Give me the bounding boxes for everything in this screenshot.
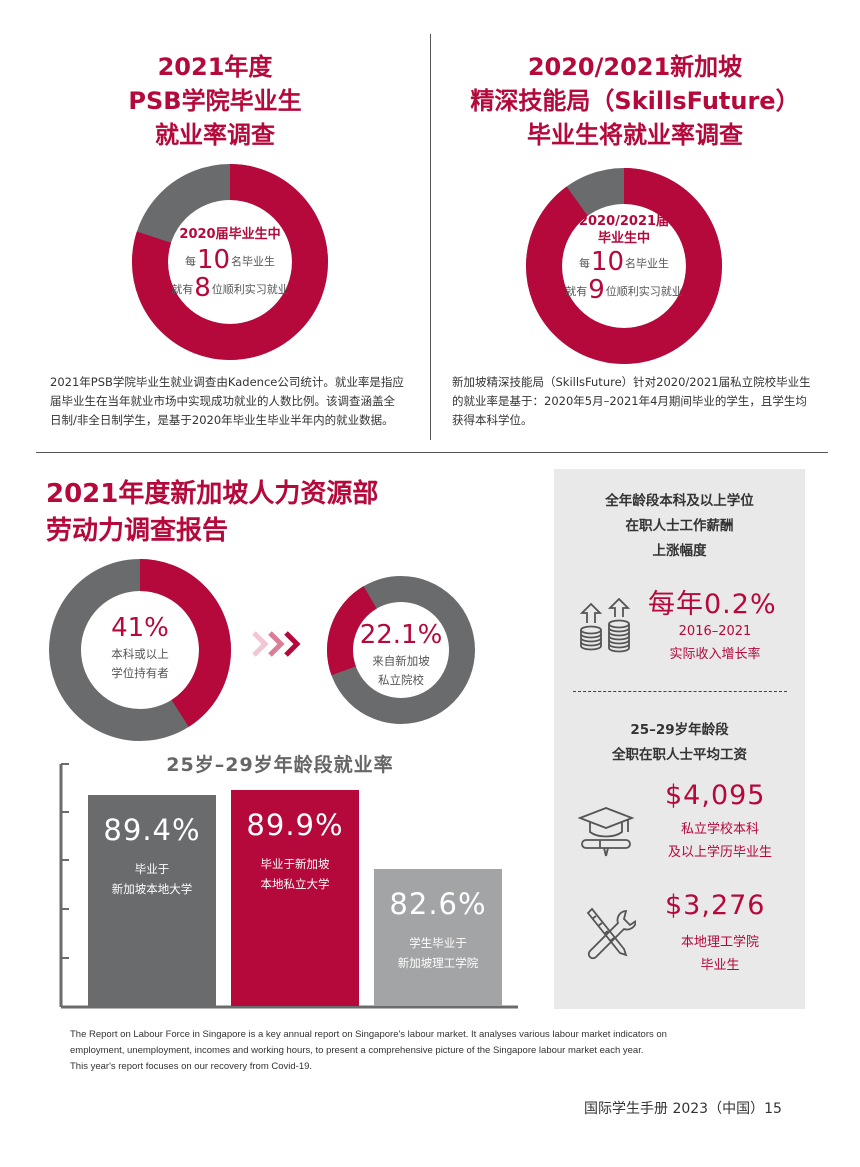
private-wage-label: 私立学校本科 及以上学历毕业生 (667, 822, 772, 860)
page-footer: 国际学生手册 2023（中国）15 (584, 1101, 782, 1117)
psb-donut-label: 2020届毕业生中 每10名毕业生 就有8位顺利实习就业 (171, 227, 289, 303)
private-donut-share (327, 576, 475, 724)
degree-holders-label: 41% 本科或以上 学位持有者 (111, 613, 169, 680)
section-divider (36, 452, 828, 453)
panel-dashed-divider (573, 691, 787, 692)
bar-polytechnic: 82.6% 学生毕业于 新加坡理工学院 (374, 869, 502, 1006)
skillsfuture-donut-chart (526, 168, 722, 364)
degree-holders-donut (49, 559, 231, 741)
column-divider (430, 34, 431, 440)
salary-growth-value: 每年0.2% (648, 589, 777, 620)
employment-bars-axes (59, 763, 518, 1009)
salary-growth-heading: 全年龄段本科及以上学位 在职人士工作薪酬 上涨幅度 (605, 493, 754, 559)
private-school-donut (327, 576, 475, 724)
wage-heading: 25–29岁年龄段 全职在职人士平均工资 (612, 722, 747, 763)
graduation-cap-icon (577, 807, 635, 857)
skillsfuture-donut-label: 2020/2021届 毕业生中 每10名毕业生 就有9位顺利实习就业 (565, 214, 683, 305)
private-wage-value: $4,095 (665, 780, 766, 811)
psb-description: 2021年PSB学院毕业生就业调查由Kadence公司统计。就业率是指应 届毕业… (50, 375, 404, 427)
salary-panel (554, 469, 805, 1009)
psb-donut-employed (132, 164, 328, 360)
employment-bars-title: 25岁–29岁年龄段就业率 (166, 754, 394, 776)
poly-wage-value: $3,276 (665, 890, 766, 921)
skillsfuture-donut-employed (526, 168, 722, 364)
poly-wage-label: 本地理工学院 毕业生 (680, 935, 759, 973)
rising-coins-icon (579, 598, 631, 653)
skillsfuture-title: 2020/2021新加坡 精深技能局（SkillsFuture） 毕业生将就业率… (470, 53, 800, 149)
psb-title: 2021年度 PSB学院毕业生 就业率调查 (128, 53, 302, 149)
bar-local-university: 89.4% 毕业于 新加坡本地大学 (88, 795, 216, 1006)
tools-icon (586, 907, 636, 960)
bar-private-university: 89.9% 毕业于新加坡 本地私立大学 (231, 790, 359, 1006)
degree-donut-share (49, 559, 231, 741)
private-school-label: 22.1% 来自新加坡 私立院校 (359, 620, 443, 687)
chevron-arrows-icon (252, 631, 301, 657)
mom-title: 2021年度新加坡人力资源部 劳动力调查报告 (46, 479, 379, 546)
footnote: The Report on Labour Force in Singapore … (70, 1029, 667, 1072)
salary-growth-label: 2016–2021 实际收入增长率 (669, 624, 761, 662)
psb-donut-chart (132, 164, 328, 360)
skillsfuture-description: 新加坡精深技能局（SkillsFuture）针对2020/2021届私立院校毕业… (452, 375, 811, 427)
